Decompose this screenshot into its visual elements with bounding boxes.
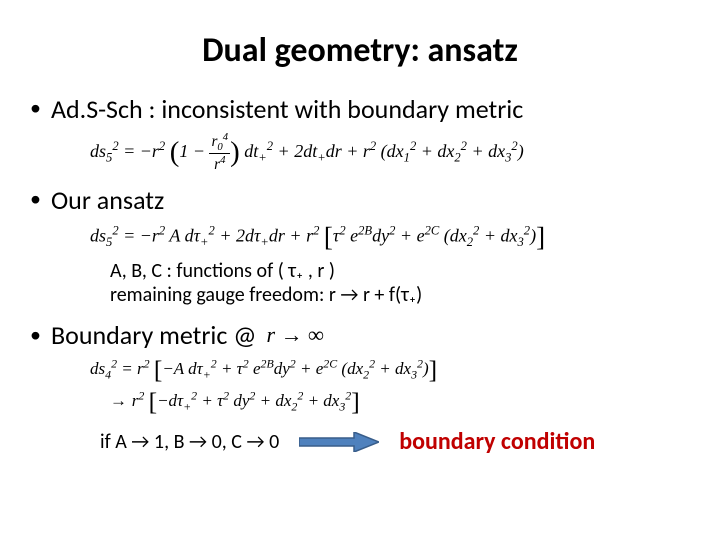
bullet-dot-icon: • bbox=[30, 320, 41, 351]
equation-3: ds42 = r2 [−A dτ+2 + τ2 e2Bdy2 + e2C (dx… bbox=[90, 355, 690, 385]
boundary-condition-label: boundary condition bbox=[399, 427, 595, 456]
note-line-2: remaining gauge freedom: r → r + f(τ₊) bbox=[110, 283, 690, 307]
bullet-2: • Our ansatz bbox=[30, 184, 690, 216]
note-line-1: A, B, C : functions of ( τ₊ , r ) bbox=[110, 259, 690, 283]
bullet-1-text: Ad.S-Sch : inconsistent with boundary me… bbox=[51, 93, 523, 125]
arrow-icon bbox=[299, 432, 379, 452]
r-to-infinity: r → ∞ bbox=[267, 322, 324, 348]
equation-1: ds52 = −r2 (1 − r04r4) dt+2 + 2dt+dr + r… bbox=[90, 131, 690, 174]
bullet-3: • Boundary metric @ r → ∞ bbox=[30, 319, 690, 351]
bullet-1: • Ad.S-Sch : inconsistent with boundary … bbox=[30, 93, 690, 125]
bottom-row: if A → 1, B → 0, C → 0 boundary conditio… bbox=[100, 427, 690, 456]
condition-text: if A → 1, B → 0, C → 0 bbox=[100, 430, 279, 454]
bullet-dot-icon: • bbox=[30, 93, 41, 124]
slide-title: Dual geometry: ansatz bbox=[30, 30, 690, 71]
bullet-dot-icon: • bbox=[30, 184, 41, 215]
bullet-3-text: Boundary metric @ bbox=[51, 319, 257, 351]
note-block: A, B, C : functions of ( τ₊ , r ) remain… bbox=[110, 259, 690, 307]
bullet-2-text: Our ansatz bbox=[51, 184, 164, 216]
equation-4: → r2 [−dτ+2 + τ2 dy2 + dx22 + dx32] bbox=[110, 387, 690, 417]
equation-2: ds52 = −r2 A dτ+2 + 2dτ+dr + r2 [τ2 e2Bd… bbox=[90, 222, 690, 253]
